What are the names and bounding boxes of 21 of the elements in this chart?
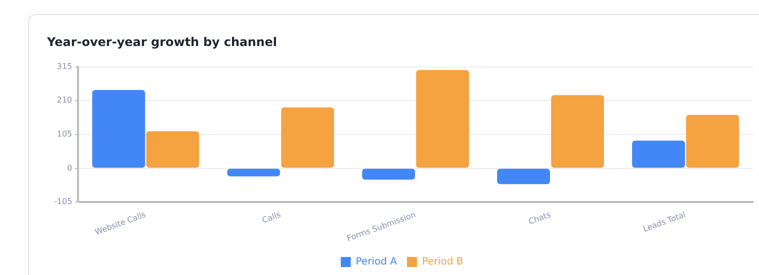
bar <box>416 70 470 168</box>
legend-label: Period A <box>356 256 398 268</box>
bar <box>551 95 604 168</box>
bar <box>92 90 146 168</box>
x-tick-label: Leads Total <box>642 210 687 234</box>
legend-label: Period B <box>422 256 464 268</box>
chart-title: Year-over-year growth by channel <box>47 35 277 49</box>
bar <box>281 107 334 168</box>
x-tick-label: Calls <box>261 210 282 226</box>
y-tick-label: 210 <box>56 96 72 105</box>
y-tick-label: 315 <box>56 62 72 71</box>
bar <box>686 114 739 168</box>
y-tick-label: 0 <box>67 163 72 172</box>
y-tick-label: -105 <box>54 197 72 206</box>
bar <box>362 168 416 180</box>
bar <box>497 168 550 184</box>
bar <box>632 140 685 168</box>
x-tick-label: Chats <box>527 210 552 226</box>
bar <box>146 131 200 168</box>
y-tick-label: 105 <box>56 130 72 139</box>
bar <box>227 168 280 176</box>
